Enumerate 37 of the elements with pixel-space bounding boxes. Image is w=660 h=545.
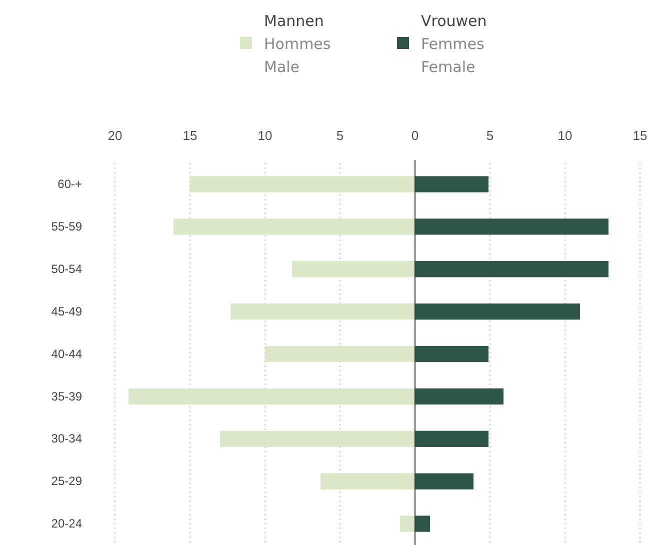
bar [128,388,415,405]
x-tick-label: 20 [108,128,122,143]
bar [415,516,430,532]
y-tick-label: 50-54 [51,262,82,276]
x-tick-label: 0 [411,128,419,143]
bar [415,430,488,447]
y-tick-label: 55-59 [51,220,82,234]
x-tick-label: 10 [258,128,272,143]
bar [415,303,580,320]
y-tick-label: 40-44 [51,346,82,361]
y-tick-label: 35-39 [51,389,82,404]
bar [320,473,415,490]
bar [292,261,415,278]
bar [400,516,415,532]
x-tick-label: 10 [558,128,572,143]
bar [190,176,415,192]
legend-label: Mannen Hommes Male [264,12,331,76]
y-tick-label: 25-29 [51,474,82,488]
bar [415,388,504,405]
y-tick-label: 20-24 [51,516,82,531]
y-tick-label: 60-+ [58,177,82,192]
y-tick-label: 45-49 [51,304,82,318]
bar [415,346,488,362]
bar [415,261,608,278]
x-tick-label: 5 [486,128,494,143]
bar [174,218,415,235]
x-tick-label: 15 [632,128,648,143]
y-tick-label: 30-34 [51,432,82,446]
bar [415,176,488,192]
bar [265,346,415,362]
bar [415,218,608,235]
bar [230,303,415,320]
legend-label: Vrouwen Femmes Female [421,12,487,76]
x-tick-label: 15 [182,128,198,143]
bar [220,430,415,447]
bar [415,473,474,490]
x-tick-label: 5 [336,128,344,143]
